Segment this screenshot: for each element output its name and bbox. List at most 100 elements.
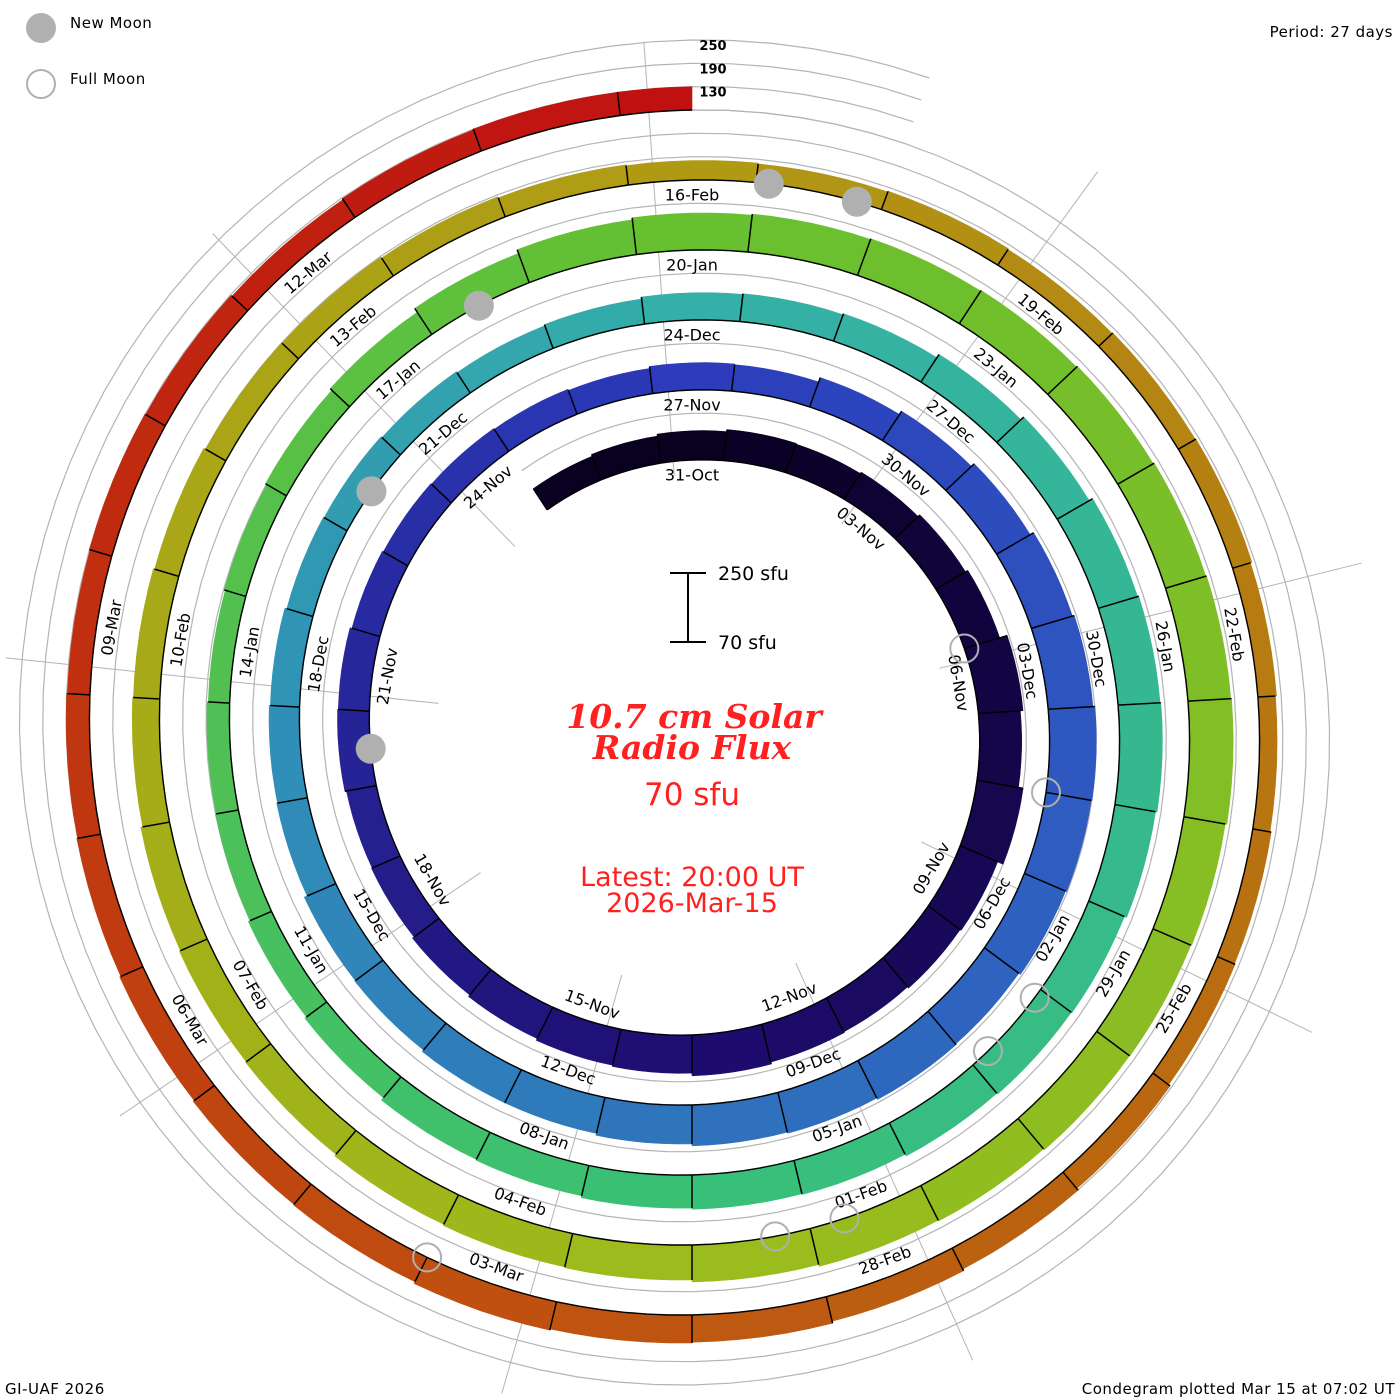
day-separator <box>145 413 166 427</box>
flux-bar <box>544 298 645 349</box>
flux-bar <box>354 959 447 1051</box>
flux-bar <box>731 364 820 408</box>
bar-baseline <box>963 648 980 714</box>
bar-baseline <box>355 1129 459 1196</box>
bar-baseline <box>521 1069 606 1099</box>
bar-baseline <box>588 1164 693 1176</box>
bar-baseline <box>945 490 998 555</box>
day-separator <box>927 1010 957 1046</box>
bar-baseline <box>297 275 394 360</box>
day-separator <box>825 1296 834 1324</box>
grid-level-labels: 130 190 250 <box>699 39 726 100</box>
day-separator <box>843 471 863 500</box>
flux-bar <box>1045 706 1097 801</box>
bar-baseline <box>1062 1072 1154 1173</box>
bar-baseline <box>159 576 180 700</box>
new-moon-icon <box>356 476 387 507</box>
credit-label: GI-UAF 2026 <box>5 1380 105 1398</box>
bar-baseline <box>368 636 381 712</box>
day-separator <box>497 197 506 218</box>
bar-baseline <box>793 1122 890 1162</box>
radial-grid-line <box>841 171 1098 524</box>
day-separator <box>1096 1030 1130 1057</box>
day-separator <box>89 548 112 557</box>
flux-bar <box>857 238 982 325</box>
day-separator <box>809 1228 820 1265</box>
day-separator <box>616 92 621 116</box>
bar-baseline <box>691 1023 762 1036</box>
bar-baseline <box>88 694 102 835</box>
day-separator <box>856 238 872 276</box>
day-separator <box>67 692 90 696</box>
bar-baseline <box>983 873 1026 949</box>
day-separator <box>208 701 230 704</box>
day-separator <box>306 1001 328 1018</box>
bar-baseline <box>951 1171 1064 1249</box>
day-separator <box>286 607 314 618</box>
flux-bar <box>493 388 578 452</box>
day-separator <box>722 429 728 461</box>
bar-baseline <box>1183 701 1191 817</box>
flux-bar <box>475 1131 590 1197</box>
bar-baseline <box>644 319 740 325</box>
bar-baseline <box>552 323 645 350</box>
bar-baseline <box>995 553 1033 629</box>
bar-baseline <box>691 1227 811 1246</box>
flux-bar <box>691 1296 833 1343</box>
full-moon-icon <box>760 1221 791 1252</box>
day-separator <box>154 568 179 578</box>
bar-baseline <box>691 1091 779 1106</box>
date-label: 14-Jan <box>236 625 264 679</box>
bar-baseline <box>237 809 273 912</box>
flux-bar <box>456 325 554 394</box>
day-separator <box>984 947 1020 974</box>
bar-baseline <box>826 1247 953 1298</box>
date-label: 31-Oct <box>665 466 719 485</box>
day-separator <box>414 307 433 335</box>
chart-title-line2: Radio Flux <box>592 728 792 767</box>
day-separator <box>475 1131 491 1160</box>
flux-bar <box>1056 498 1138 609</box>
bar-baseline <box>604 1096 693 1106</box>
day-separator <box>648 366 654 394</box>
day-separator <box>808 377 821 408</box>
day-separator <box>935 570 969 590</box>
bar-baseline <box>552 1006 622 1030</box>
bar-baseline <box>809 406 883 442</box>
radial-grid-line <box>643 41 675 476</box>
bar-baseline <box>556 1301 692 1316</box>
day-separator <box>142 821 170 828</box>
day-separator <box>625 165 630 186</box>
bar-baseline <box>142 966 215 1086</box>
full-moon-icon <box>949 633 980 664</box>
bar-baseline <box>99 834 144 968</box>
flux-bar <box>276 797 337 897</box>
day-separator <box>590 454 602 481</box>
day-separator <box>1216 955 1236 965</box>
full-moon-legend-icon <box>26 69 56 99</box>
scale-bar <box>670 572 706 643</box>
day-separator <box>880 190 889 210</box>
day-separator <box>338 708 370 712</box>
day-separator <box>611 1029 622 1066</box>
day-separator <box>888 1122 906 1155</box>
bar-baseline <box>508 413 578 452</box>
bar-baseline <box>450 450 510 504</box>
day-separator <box>1040 988 1072 1013</box>
flux-bar <box>1152 816 1226 946</box>
bar-baseline <box>400 1076 491 1133</box>
day-separator <box>536 1006 554 1039</box>
bar-baseline <box>354 150 482 218</box>
bar-baseline <box>652 389 732 395</box>
day-separator <box>976 779 1024 790</box>
bar-baseline <box>306 797 337 884</box>
day-separator <box>1165 575 1207 589</box>
bar-baseline <box>407 502 452 567</box>
bar-baseline <box>996 441 1058 520</box>
day-separator <box>920 354 940 383</box>
bar-baseline <box>833 340 922 383</box>
day-separator <box>793 1160 803 1194</box>
flux-bar <box>154 447 227 577</box>
bar-baseline <box>298 707 309 798</box>
day-separator <box>945 463 975 491</box>
